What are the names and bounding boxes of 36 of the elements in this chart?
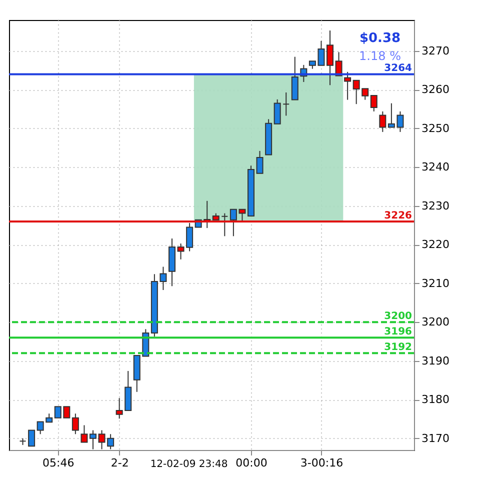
ref-line-label: 3192 [384, 342, 412, 354]
y-tick-label: 3250 [422, 122, 450, 135]
y-tick-label: 3190 [422, 354, 450, 368]
ref-line-label: 3200 [384, 311, 412, 322]
y-tick-label: 3210 [422, 276, 450, 290]
candlestick [282, 92, 290, 116]
candlestick [379, 110, 386, 132]
y-tick-label: 3230 [422, 199, 450, 212]
x-tick-label: 05:46 [42, 456, 74, 470]
ref-line-label: 3196 [384, 326, 412, 338]
annotation: $0.38 [359, 31, 401, 46]
candlestick [90, 430, 96, 450]
candlestick [72, 413, 79, 435]
y-tick-label: 3240 [422, 160, 450, 174]
candlestick [221, 212, 228, 237]
x-tick-label: 00:00 [236, 456, 268, 470]
candlestick [80, 424, 88, 443]
y-tick-label: 3220 [422, 238, 450, 252]
candlestick [326, 30, 334, 86]
ref-line-label: 3226 [384, 210, 412, 222]
candlestick [370, 95, 378, 112]
candlestick [291, 56, 298, 100]
candlestick [274, 98, 281, 124]
annotation: 1.18 % [359, 49, 401, 63]
x-tick-label: 2-2 [110, 456, 129, 470]
y-tick-label: 3170 [422, 432, 450, 445]
y-tick-label: 3180 [422, 393, 450, 406]
text: 12-02-09 23:48 [150, 459, 228, 470]
candlestick [344, 71, 352, 100]
y-tick-label: 3270 [422, 44, 450, 58]
y-tick-label: 3260 [422, 83, 450, 96]
y-tick-label: 3200 [422, 316, 450, 329]
ref-line-label: 3264 [384, 63, 412, 74]
candlestick [28, 430, 36, 447]
candlestick [256, 150, 264, 174]
x-tick-label: 3-00:16 [300, 456, 344, 470]
